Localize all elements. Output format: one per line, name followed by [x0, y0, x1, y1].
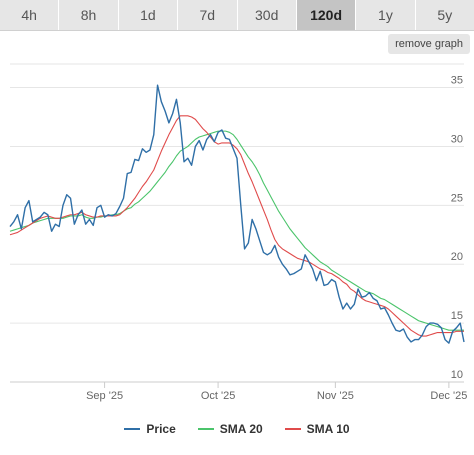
tab-7d[interactable]: 7d	[178, 0, 238, 30]
series-line-price	[9, 84, 465, 344]
legend-item-price[interactable]: Price	[124, 420, 176, 438]
legend-label: SMA 20	[219, 422, 263, 436]
tab-5y[interactable]: 5y	[437, 7, 453, 23]
series-line-sma-10	[9, 115, 464, 337]
legend-swatch	[284, 428, 301, 430]
remove-graph-button[interactable]: remove graph	[388, 34, 470, 54]
tab-4h[interactable]: 4h	[0, 0, 60, 30]
tab-8h[interactable]: 8h	[59, 0, 119, 30]
tab-1y[interactable]: 1y	[356, 0, 416, 30]
legend-swatch	[124, 428, 141, 430]
tab-120d[interactable]: 120d	[296, 0, 357, 30]
x-tick-label: Nov '25	[317, 390, 354, 402]
y-tick-label: 30	[451, 133, 463, 145]
legend-item-sma-20[interactable]: SMA 20	[197, 420, 263, 438]
legend-label: Price	[146, 422, 176, 436]
legend-item-sma-10[interactable]: SMA 10	[284, 420, 350, 438]
y-tick-label: 25	[451, 192, 463, 204]
timeframe-tabs: 4h 8h 1d 7d 30d 120d 1y 5y	[0, 0, 474, 31]
legend-label: SMA 10	[306, 422, 350, 436]
series-line-sma-20	[9, 130, 464, 331]
chart-legend: Price SMA 20 SMA 10	[0, 420, 474, 438]
x-tick-label: Dec '25	[430, 390, 467, 402]
tab-1d[interactable]: 1d	[119, 0, 179, 30]
y-tick-label: 20	[451, 251, 463, 263]
x-tick-label: Sep '25	[86, 390, 123, 402]
y-tick-label: 15	[451, 310, 463, 322]
tab-30d[interactable]: 30d	[238, 0, 297, 30]
x-tick-label: Oct '25	[201, 390, 236, 402]
y-tick-label: 35	[451, 75, 463, 87]
y-tick-label: 10	[451, 369, 463, 381]
legend-swatch	[197, 428, 214, 430]
